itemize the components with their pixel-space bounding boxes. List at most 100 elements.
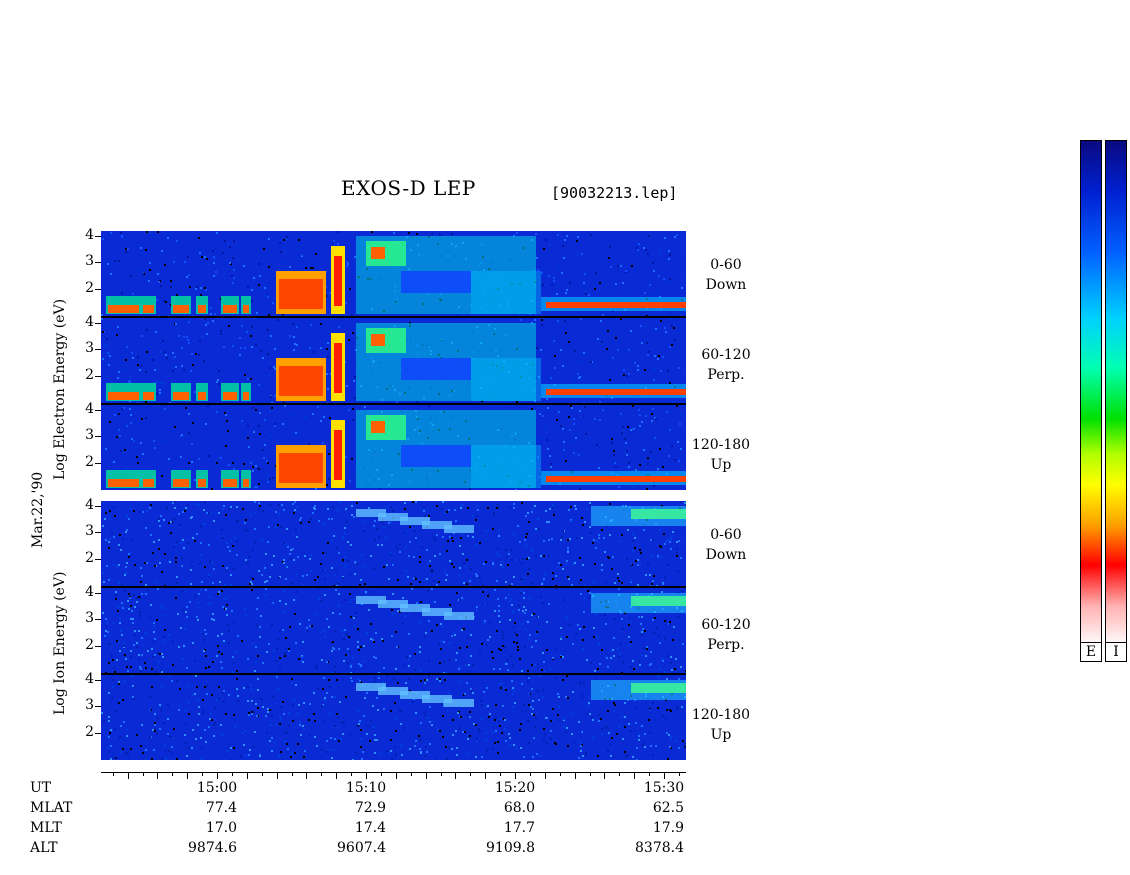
noise-pixel	[231, 610, 233, 612]
noise-pixel	[280, 706, 282, 708]
noise-pixel	[652, 619, 654, 621]
noise-pixel	[251, 326, 253, 328]
noise-pixel	[154, 638, 156, 640]
noise-pixel	[355, 672, 357, 673]
noise-pixel	[160, 382, 162, 384]
noise-pixel	[555, 585, 557, 586]
noise-pixel	[372, 639, 374, 641]
noise-pixel	[320, 323, 322, 325]
noise-pixel	[221, 633, 223, 635]
noise-pixel	[299, 623, 301, 625]
noise-pixel	[538, 528, 540, 530]
noise-pixel	[146, 329, 148, 331]
noise-pixel	[572, 713, 574, 715]
noise-pixel	[661, 591, 663, 593]
noise-pixel	[649, 233, 651, 235]
electron-panel-label-perp: 60-120 Perp.	[701, 347, 751, 383]
noise-pixel	[358, 663, 360, 665]
electron-burst-core	[223, 392, 237, 400]
noise-pixel	[549, 668, 551, 670]
noise-pixel	[228, 290, 230, 292]
noise-pixel	[417, 652, 419, 654]
noise-pixel	[251, 700, 253, 702]
noise-pixel	[296, 506, 298, 508]
noise-pixel	[390, 521, 392, 523]
noise-pixel	[660, 250, 662, 252]
noise-pixel	[280, 751, 282, 753]
noise-pixel	[105, 625, 107, 627]
noise-pixel	[287, 546, 289, 548]
noise-pixel	[103, 720, 105, 722]
noise-pixel	[456, 747, 458, 749]
noise-pixel	[546, 521, 548, 523]
noise-pixel	[419, 561, 421, 563]
noise-pixel	[210, 313, 212, 315]
noise-pixel	[281, 504, 283, 506]
noise-pixel	[220, 724, 222, 726]
noise-pixel	[332, 672, 334, 673]
noise-pixel	[525, 628, 527, 630]
noise-pixel	[526, 533, 528, 535]
noise-pixel	[274, 742, 276, 744]
noise-pixel	[669, 278, 671, 280]
noise-pixel	[168, 634, 170, 636]
noise-pixel	[243, 265, 245, 267]
noise-pixel	[164, 744, 166, 746]
noise-pixel	[396, 547, 398, 549]
noise-pixel	[442, 626, 444, 628]
noise-pixel	[579, 376, 581, 378]
noise-pixel	[416, 233, 418, 235]
ion-streak	[400, 517, 430, 525]
noise-pixel	[596, 635, 598, 637]
noise-pixel	[292, 704, 294, 706]
noise-pixel	[498, 648, 500, 650]
noise-pixel	[214, 258, 216, 260]
noise-pixel	[315, 253, 317, 255]
noise-pixel	[487, 538, 489, 540]
noise-pixel	[130, 551, 132, 553]
electron-colorbar-label: E	[1080, 642, 1102, 662]
noise-pixel	[161, 475, 163, 477]
noise-pixel	[513, 503, 515, 505]
noise-pixel	[657, 675, 659, 677]
noise-pixel	[377, 544, 379, 546]
noise-pixel	[390, 750, 392, 752]
noise-pixel	[564, 239, 566, 241]
noise-pixel	[108, 662, 110, 664]
noise-pixel	[270, 435, 272, 437]
noise-pixel	[439, 678, 441, 680]
noise-pixel	[222, 508, 224, 510]
noise-pixel	[349, 593, 351, 595]
noise-pixel	[527, 720, 529, 722]
noise-pixel	[247, 437, 249, 439]
noise-pixel	[558, 719, 560, 721]
noise-pixel	[121, 408, 123, 410]
noise-pixel	[198, 458, 200, 460]
noise-pixel	[545, 717, 547, 719]
noise-pixel	[382, 640, 384, 642]
noise-pixel	[539, 438, 541, 440]
electron-burst-core	[108, 392, 139, 400]
x-tick-label: 15:30	[643, 780, 685, 796]
noise-pixel	[151, 758, 153, 760]
noise-pixel	[540, 596, 542, 598]
noise-pixel	[237, 635, 239, 637]
noise-pixel	[194, 391, 196, 393]
noise-pixel	[542, 602, 544, 604]
noise-pixel	[563, 444, 565, 446]
y-tick-mark	[95, 323, 101, 324]
noise-pixel	[540, 555, 542, 557]
noise-pixel	[433, 537, 435, 539]
noise-pixel	[225, 608, 227, 610]
noise-pixel	[643, 741, 645, 743]
noise-pixel	[311, 429, 313, 431]
noise-pixel	[253, 277, 255, 279]
ion-panel-label-down: 0-60 Down	[705, 527, 747, 563]
noise-pixel	[324, 699, 326, 701]
x-tick-mark	[291, 772, 293, 776]
noise-pixel	[233, 240, 235, 242]
noise-pixel	[643, 247, 645, 249]
noise-pixel	[318, 520, 320, 522]
noise-pixel	[488, 593, 490, 595]
noise-pixel	[288, 712, 290, 714]
